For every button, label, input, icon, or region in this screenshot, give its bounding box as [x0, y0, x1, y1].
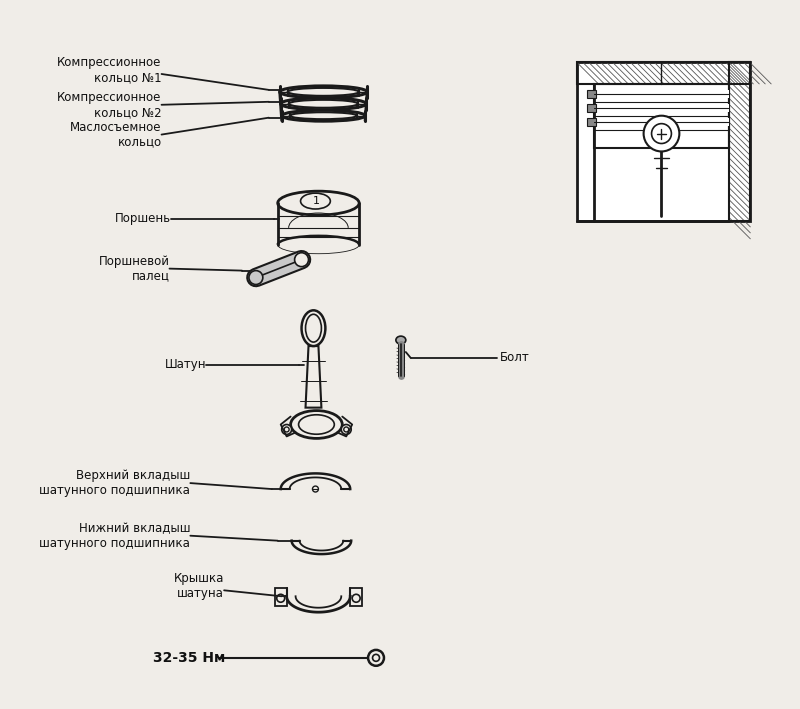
Text: Маслосъемное
кольцо: Маслосъемное кольцо	[70, 121, 162, 149]
Ellipse shape	[289, 100, 358, 108]
Ellipse shape	[280, 86, 367, 98]
Text: Верхний вкладыш
шатунного подшипника: Верхний вкладыш шатунного подшипника	[39, 469, 190, 497]
Text: Болт: Болт	[500, 352, 530, 364]
Ellipse shape	[290, 112, 357, 119]
Polygon shape	[350, 588, 362, 606]
Circle shape	[249, 271, 263, 284]
Ellipse shape	[396, 336, 406, 344]
Ellipse shape	[290, 411, 342, 438]
Bar	[586, 90, 597, 98]
Bar	[594, 84, 729, 148]
Circle shape	[651, 123, 671, 143]
Text: 32-35 Нм: 32-35 Нм	[153, 651, 225, 665]
Ellipse shape	[281, 98, 366, 110]
Bar	[729, 62, 750, 221]
Ellipse shape	[302, 311, 326, 346]
Text: Крышка
шатуна: Крышка шатуна	[174, 572, 224, 601]
Ellipse shape	[278, 191, 359, 215]
Circle shape	[294, 252, 309, 267]
Bar	[594, 118, 729, 125]
Polygon shape	[306, 346, 322, 408]
Text: 1: 1	[313, 196, 320, 206]
Bar	[586, 104, 597, 112]
Circle shape	[313, 486, 318, 492]
Bar	[594, 104, 729, 112]
Circle shape	[344, 427, 349, 432]
Circle shape	[373, 654, 379, 661]
Circle shape	[368, 650, 384, 666]
Text: Нижний вкладыш
шатунного подшипника: Нижний вкладыш шатунного подшипника	[39, 522, 190, 549]
Bar	[577, 62, 750, 221]
Circle shape	[282, 425, 292, 435]
Text: Шатун: Шатун	[165, 359, 206, 372]
Ellipse shape	[298, 415, 334, 434]
Ellipse shape	[301, 193, 330, 209]
Circle shape	[284, 427, 289, 432]
Text: Компрессионное
кольцо №2: Компрессионное кольцо №2	[57, 91, 162, 119]
Text: Поршень: Поршень	[115, 213, 171, 225]
Ellipse shape	[282, 110, 365, 121]
Polygon shape	[274, 588, 286, 606]
Bar	[586, 118, 597, 125]
Ellipse shape	[288, 88, 359, 96]
Circle shape	[352, 594, 360, 602]
Text: Поршневой
палец: Поршневой палец	[98, 255, 170, 283]
Bar	[594, 90, 729, 98]
Ellipse shape	[306, 314, 322, 342]
Bar	[577, 62, 750, 84]
Circle shape	[342, 425, 351, 435]
Text: Компрессионное
кольцо №1: Компрессионное кольцо №1	[57, 56, 162, 84]
Circle shape	[644, 116, 679, 152]
Circle shape	[277, 594, 285, 602]
